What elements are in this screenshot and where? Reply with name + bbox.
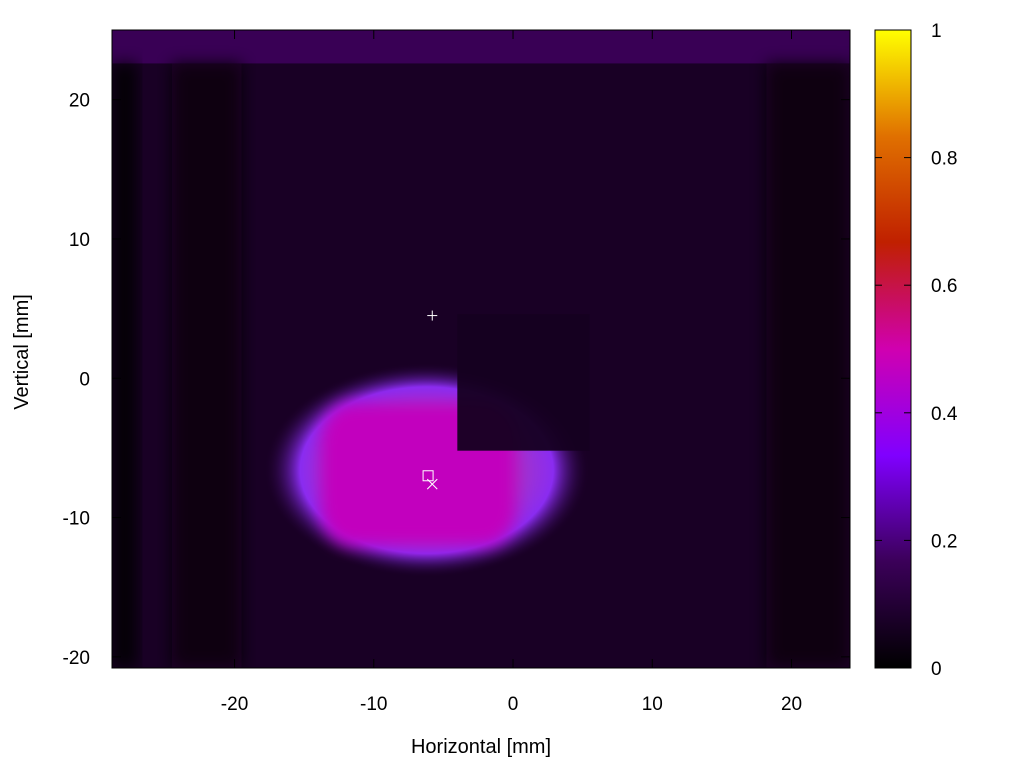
x-axis: -20 -10 0 10 20 — [221, 30, 802, 715]
x-tick-label: 0 — [508, 694, 519, 715]
x-tick-label: 10 — [642, 694, 663, 715]
colorbar-tick-label: 0 — [931, 659, 942, 680]
y-tick-label: -20 — [63, 648, 90, 669]
colorbar-gradient — [874, 29, 912, 669]
heatmap-side-shadow — [766, 63, 850, 668]
x-axis-label: Horizontal [mm] — [411, 736, 551, 758]
colorbar-tick-label: 0.8 — [931, 149, 957, 170]
y-axis-label: Vertical [mm] — [11, 294, 33, 410]
y-tick-label: -10 — [63, 509, 90, 530]
colorbar-tick-label: 0.4 — [931, 404, 958, 425]
marker-square — [422, 470, 434, 482]
colorbar-tick-label: 1 — [931, 21, 942, 42]
blocked-region — [457, 314, 590, 451]
x-tick-label: -10 — [360, 694, 387, 715]
heatmap-side-shadow — [112, 63, 138, 668]
colorbar-tick-label: 0.2 — [931, 531, 957, 552]
heatmap-side-shadow — [171, 63, 242, 668]
marker-plus — [427, 310, 438, 321]
colorbar-tick-label: 0.6 — [931, 276, 957, 297]
y-tick-label: 10 — [69, 230, 90, 251]
x-tick-label: -20 — [221, 694, 248, 715]
marker-cross — [426, 478, 438, 490]
plot-area — [112, 30, 850, 668]
y-axis: -20 -10 0 10 20 — [63, 91, 850, 669]
colorbar: 0 0.2 0.4 0.6 0.8 1 — [874, 21, 958, 680]
y-tick-label: 0 — [79, 369, 90, 390]
y-tick-label: 20 — [69, 91, 90, 112]
x-tick-label: 20 — [781, 694, 802, 715]
plot-frame — [111, 29, 851, 669]
heatmap-top-band — [112, 30, 850, 64]
